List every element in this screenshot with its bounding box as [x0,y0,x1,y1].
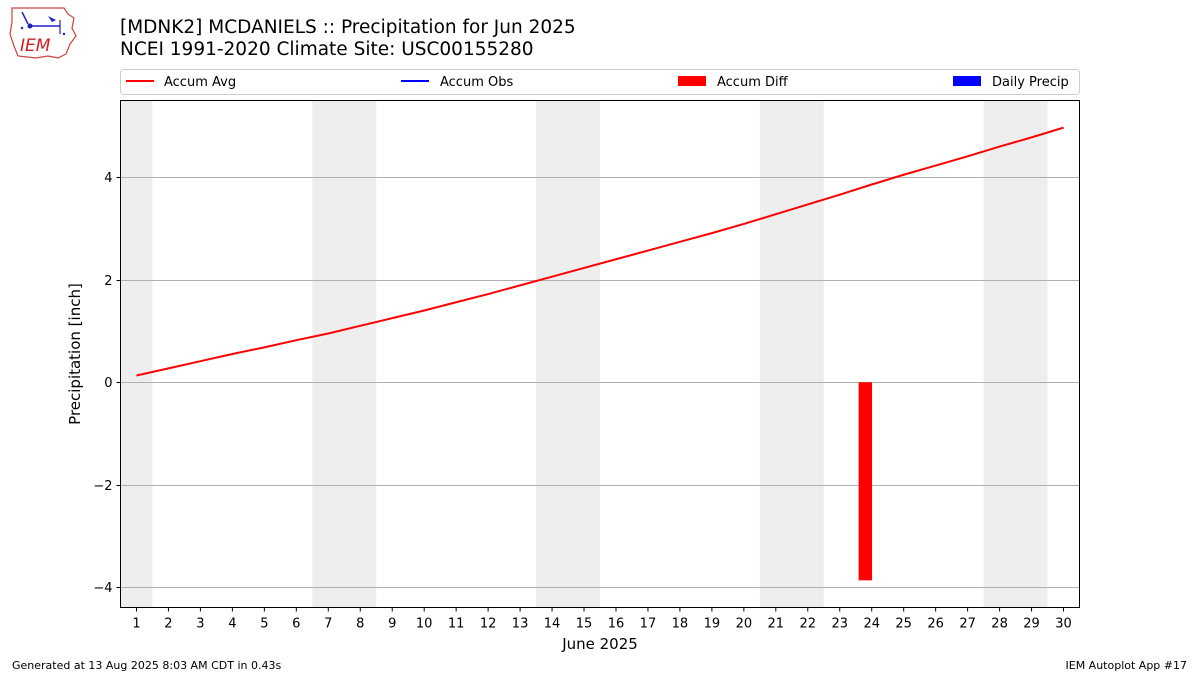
x-tick-label: 13 [512,617,529,632]
title-line-1: [MDNK2] MCDANIELS :: Precipitation for J… [120,17,576,38]
gridlines [120,177,1080,588]
accum-diff-bars [858,382,873,581]
x-tick-label: 2 [164,617,172,632]
legend-frame [120,69,1080,95]
x-tick-label: 23 [831,617,848,632]
legend-label-daily-precip: Daily Precip [992,75,1069,90]
generated-timestamp: Generated at 13 Aug 2025 8:03 AM CDT in … [12,659,282,672]
x-tick-label: 3 [196,617,204,632]
x-tick-label: 30 [1055,617,1072,632]
x-tick-label: 10 [416,617,433,632]
legend-swatch-daily-precip [953,76,981,86]
y-axis-ticks: −4 −2 0 2 4 [93,171,121,596]
legend-swatch-accum-diff [678,76,706,86]
x-axis-label: June 2025 [561,635,638,653]
title-line-2: NCEI 1991-2020 Climate Site: USC00155280 [120,39,534,60]
y-tick-label: 0 [104,376,112,391]
plot-frame [120,100,1080,608]
x-tick-label: 26 [927,617,944,632]
x-tick-label: 27 [959,617,976,632]
x-tick-label: 18 [672,617,689,632]
x-tick-label: 16 [608,617,625,632]
y-tick-label: −4 [93,581,112,596]
x-tick-label: 6 [292,617,300,632]
x-tick-label: 7 [324,617,332,632]
weekend-band-5 [983,100,1048,608]
x-tick-label: 11 [448,617,465,632]
x-tick-label: 29 [1023,617,1040,632]
chart-title: [MDNK2] MCDANIELS :: Precipitation for J… [120,17,576,61]
x-tick-label: 14 [544,617,561,632]
x-tick-label: 21 [768,617,785,632]
x-tick-label: 12 [480,617,497,632]
x-tick-label: 8 [356,617,364,632]
app-label: IEM Autoplot App #17 [1065,659,1188,672]
x-tick-label: 17 [640,617,657,632]
x-tick-label: 22 [800,617,817,632]
legend: Accum Avg Accum Obs Accum Diff Daily Pre… [120,69,1080,95]
x-tick-label: 4 [228,617,236,632]
x-tick-label: 19 [704,617,721,632]
accum-diff-bar [858,382,873,581]
series-lines [136,126,1064,377]
weekend-shading [120,100,1048,608]
legend-label-accum-avg: Accum Avg [164,75,236,90]
x-tick-label: 9 [388,617,396,632]
legend-label-accum-obs: Accum Obs [440,75,513,90]
weekend-band-2 [312,100,377,608]
y-axis-label: Precipitation [inch] [66,283,84,425]
weekend-band-1 [120,100,153,608]
y-tick-label: −2 [93,479,112,494]
legend-label-accum-diff: Accum Diff [717,75,789,90]
iem-logo: IEM [9,7,77,59]
x-tick-label: 1 [132,617,140,632]
logo-text: IEM [20,36,51,56]
x-tick-label: 5 [260,617,268,632]
x-tick-label: 25 [895,617,912,632]
x-tick-label: 24 [863,617,880,632]
weekend-band-3 [536,100,600,608]
x-axis-ticks: 1 2 3 4 5 6 7 8 9 10 11 12 13 14 15 16 17 18 19 20 21 22 23 24 2… [132,607,1072,632]
weekend-band-4 [759,100,824,608]
y-tick-label: 2 [104,274,112,289]
y-tick-label: 4 [104,171,112,186]
x-tick-label: 28 [991,617,1008,632]
x-tick-label: 20 [736,617,753,632]
accum-avg-line [136,126,1064,377]
x-tick-label: 15 [576,617,593,632]
